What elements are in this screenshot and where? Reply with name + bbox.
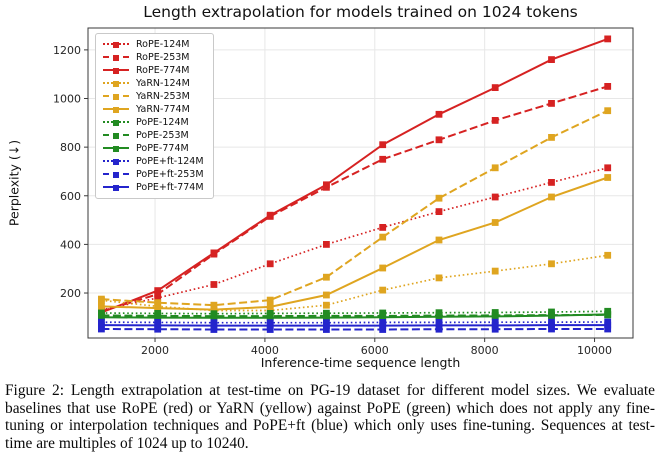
line-sample-icon	[103, 79, 129, 88]
legend-label: PoPE-774M	[136, 143, 189, 154]
line-sample-icon	[103, 40, 129, 49]
legend-item-popeft-253m: PoPE+ft-253M	[103, 168, 204, 181]
line-sample-icon	[103, 105, 129, 114]
svg-text:8000: 8000	[471, 344, 499, 357]
legend-label: PoPE+ft-253M	[136, 169, 204, 180]
legend: RoPE-124M RoPE-253M RoPE-774M YaRN-124M …	[95, 33, 214, 199]
x-axis-label: Inference-time sequence length	[260, 355, 461, 370]
legend-label: YaRN-774M	[136, 104, 190, 115]
line-sample-icon	[103, 157, 129, 166]
legend-label: YaRN-253M	[136, 91, 190, 102]
legend-label: PoPE+ft-774M	[136, 182, 204, 193]
legend-label: RoPE-253M	[136, 52, 190, 63]
legend-item-yarn-124m: YaRN-124M	[103, 77, 204, 90]
svg-text:600: 600	[60, 190, 81, 203]
svg-text:400: 400	[60, 238, 81, 251]
line-sample-icon	[103, 53, 129, 62]
svg-text:1000: 1000	[53, 93, 81, 106]
svg-text:800: 800	[60, 141, 81, 154]
legend-label: PoPE-253M	[136, 130, 189, 141]
legend-item-popeft-124m: PoPE+ft-124M	[103, 155, 204, 168]
legend-item-rope-253m: RoPE-253M	[103, 51, 204, 64]
svg-text:1200: 1200	[53, 44, 81, 57]
y-axis-label: Perplexity (↓)	[6, 139, 22, 227]
svg-text:2000: 2000	[141, 344, 169, 357]
line-sample-icon	[103, 131, 129, 140]
legend-item-popeft-774m: PoPE+ft-774M	[103, 181, 204, 194]
legend-item-yarn-774m: YaRN-774M	[103, 103, 204, 116]
svg-text:4000: 4000	[251, 344, 279, 357]
legend-label: PoPE-124M	[136, 117, 189, 128]
line-sample-icon	[103, 144, 129, 153]
chart-title: Length extrapolation for models trained …	[143, 3, 578, 21]
line-sample-icon	[103, 170, 129, 179]
svg-text:200: 200	[60, 287, 81, 300]
line-sample-icon	[103, 183, 129, 192]
legend-label: YaRN-124M	[136, 78, 190, 89]
plot-area: 200 400 600 800 1000 1200 2000 4000 6000 8000 1000…	[53, 27, 634, 357]
line-sample-icon	[103, 92, 129, 101]
legend-label: RoPE-774M	[136, 65, 190, 76]
legend-item-pope-253m: PoPE-253M	[103, 129, 204, 142]
legend-item-yarn-253m: YaRN-253M	[103, 90, 204, 103]
legend-label: RoPE-124M	[136, 39, 190, 50]
legend-item-pope-124m: PoPE-124M	[103, 116, 204, 129]
line-sample-icon	[103, 118, 129, 127]
legend-item-rope-774m: RoPE-774M	[103, 64, 204, 77]
line-sample-icon	[103, 66, 129, 75]
figure-caption: Figure 2: Length extrapolation at test-t…	[5, 382, 655, 453]
legend-label: PoPE+ft-124M	[136, 156, 204, 167]
svg-text:6000: 6000	[361, 344, 389, 357]
svg-text:10000: 10000	[577, 344, 612, 357]
legend-item-pope-774m: PoPE-774M	[103, 142, 204, 155]
legend-item-rope-124m: RoPE-124M	[103, 38, 204, 51]
